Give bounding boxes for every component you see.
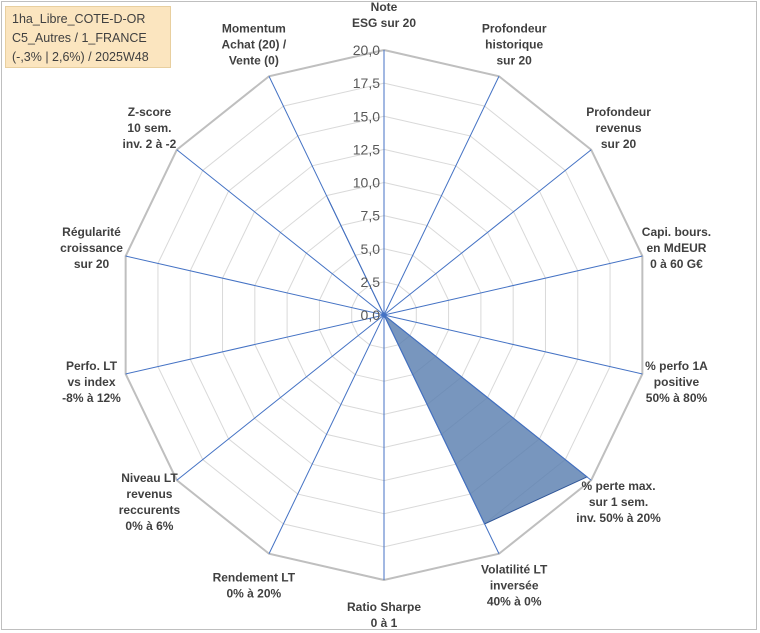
axis-label: % perfo 1A positive 50% à 80% bbox=[645, 359, 708, 405]
axis-label: Profondeur revenus sur 20 bbox=[586, 105, 651, 151]
axis-spoke bbox=[125, 255, 385, 316]
axis-label: Z-score 10 sem. inv. 2 à -2 bbox=[123, 105, 177, 151]
axis-label: Régularité croissance sur 20 bbox=[60, 225, 123, 271]
axis-label: Profondeur historique sur 20 bbox=[482, 22, 547, 68]
r-tick-label: 2,5 bbox=[361, 274, 381, 290]
axis-label: Ratio Sharpe 0 à 1 bbox=[347, 600, 421, 630]
r-tick-label: 15,0 bbox=[353, 108, 380, 124]
axis-label: Perfo. LT vs index -8% à 12% bbox=[62, 359, 121, 405]
axis-spoke bbox=[383, 314, 643, 375]
axis-spoke bbox=[125, 314, 385, 375]
axis-spoke bbox=[383, 149, 592, 316]
axis-label: Note ESG sur 20 bbox=[352, 0, 416, 30]
info-line-1: 1ha_Libre_COTE-D-OR bbox=[12, 12, 146, 26]
axis-label: % perte max. sur 1 sem. inv. 50% à 20% bbox=[576, 479, 661, 525]
info-line-2: C5_Autres / 1_FRANCE bbox=[12, 31, 147, 45]
axis-spoke bbox=[176, 149, 385, 316]
info-line-3: (-,3% | 2,6%) / 2025W48 bbox=[12, 50, 149, 64]
axis-label: Capi. bours. en MdEUR 0 à 60 G€ bbox=[642, 225, 711, 271]
info-box: 1ha_Libre_COTE-D-OR C5_Autres / 1_FRANCE… bbox=[5, 6, 171, 68]
r-tick-label: 17,5 bbox=[353, 75, 380, 91]
axis-label: Niveau LT revenus reccurents 0% à 6% bbox=[119, 471, 181, 533]
axis-spoke bbox=[268, 76, 385, 316]
axis-spoke bbox=[383, 314, 592, 481]
axis-spoke bbox=[383, 255, 643, 316]
r-tick-label: 12,5 bbox=[353, 141, 380, 157]
axis-spoke bbox=[383, 76, 500, 316]
axis-spoke bbox=[383, 314, 500, 554]
axis-spoke bbox=[268, 314, 385, 554]
r-tick-label: 10,0 bbox=[353, 175, 380, 191]
r-tick-label: 7,5 bbox=[361, 208, 381, 224]
r-tick-label: 0,0 bbox=[361, 307, 381, 323]
r-tick-label: 5,0 bbox=[361, 241, 381, 257]
axis-label: Momentum Achat (20) / Vente (0) bbox=[221, 22, 286, 68]
axis-spoke bbox=[176, 314, 385, 481]
axis-label: Volatilité LT inversée 40% à 0% bbox=[481, 562, 548, 608]
r-tick-label: 20,0 bbox=[353, 42, 380, 58]
axis-label: Rendement LT 0% à 20% bbox=[213, 570, 296, 600]
